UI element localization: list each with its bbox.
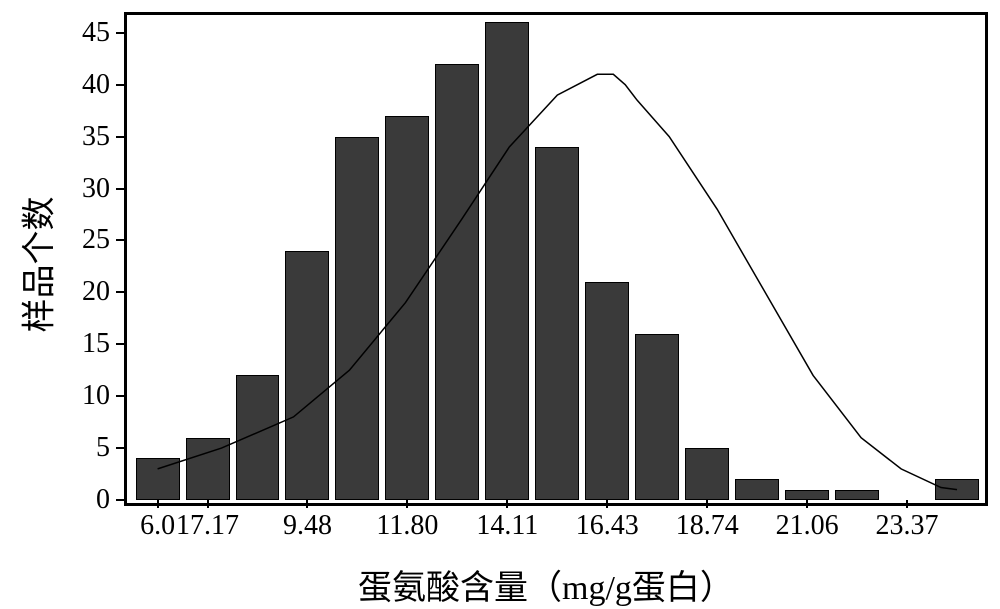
y-tick-label: 25 <box>66 224 110 256</box>
histogram-bar <box>435 64 479 500</box>
y-tick-label: 30 <box>66 173 110 205</box>
x-tick-label: 6.0 <box>140 510 175 542</box>
histogram-bar <box>635 334 679 500</box>
histogram-bar <box>685 448 729 500</box>
histogram-bar <box>585 282 629 500</box>
y-tick <box>116 32 124 34</box>
x-tick <box>506 500 508 508</box>
x-tick-label: 17.17 <box>176 510 239 542</box>
x-tick <box>806 500 808 508</box>
y-tick <box>116 343 124 345</box>
y-tick-label: 15 <box>66 328 110 360</box>
y-tick <box>116 447 124 449</box>
histogram-bar <box>186 438 230 500</box>
x-axis-title: 蛋氨酸含量（mg/g蛋白） <box>358 560 734 609</box>
x-tick <box>306 500 308 508</box>
y-tick-label: 45 <box>66 17 110 49</box>
histogram-bar <box>385 116 429 500</box>
histogram-bar <box>236 375 280 500</box>
x-tick-label: 14.11 <box>476 510 538 542</box>
y-tick <box>116 136 124 138</box>
histogram-bar <box>835 490 879 500</box>
y-tick <box>116 499 124 501</box>
y-tick <box>116 188 124 190</box>
x-tick-label: 9.48 <box>283 510 332 542</box>
x-tick <box>157 500 159 508</box>
histogram-bar <box>735 479 779 500</box>
y-tick-label: 40 <box>66 69 110 101</box>
y-tick <box>116 84 124 86</box>
y-tick-label: 35 <box>66 121 110 153</box>
y-tick <box>116 291 124 293</box>
x-tick-label: 18.74 <box>676 510 739 542</box>
x-tick-label: 16.43 <box>576 510 639 542</box>
x-tick-label: 23.37 <box>876 510 939 542</box>
y-axis-title: 样品个数 <box>12 185 61 345</box>
histogram-bar <box>535 147 579 500</box>
y-tick-label: 5 <box>66 432 110 464</box>
x-tick <box>406 500 408 508</box>
x-tick <box>606 500 608 508</box>
x-tick <box>207 500 209 508</box>
y-tick <box>116 239 124 241</box>
x-tick <box>906 500 908 508</box>
y-tick-label: 0 <box>66 484 110 516</box>
histogram-bar <box>285 251 329 500</box>
histogram-bar <box>485 22 529 500</box>
histogram-bar <box>335 137 379 500</box>
x-tick-label: 11.80 <box>376 510 438 542</box>
x-tick-label: 21.06 <box>776 510 839 542</box>
y-tick <box>116 395 124 397</box>
histogram-bar <box>136 458 180 500</box>
histogram-bar <box>935 479 979 500</box>
y-tick-label: 20 <box>66 276 110 308</box>
histogram-bar <box>785 490 829 500</box>
y-tick-label: 10 <box>66 380 110 412</box>
x-tick <box>706 500 708 508</box>
